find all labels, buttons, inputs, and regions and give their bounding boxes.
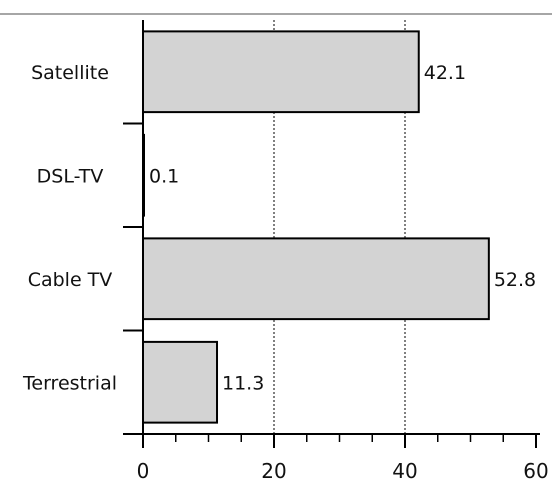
category-label: DSL-TV xyxy=(37,165,104,187)
x-tick-label: 0 xyxy=(137,459,150,483)
bars xyxy=(142,30,490,424)
x-tick-label: 20 xyxy=(261,459,286,483)
x-tick-label: 40 xyxy=(392,459,417,483)
data-label: 52.8 xyxy=(494,269,536,291)
data-label: 0.1 xyxy=(149,165,179,187)
x-tick-label: 60 xyxy=(523,459,548,483)
bar xyxy=(142,340,219,424)
data-label: 11.3 xyxy=(222,372,264,394)
bar xyxy=(142,30,420,114)
category-label: Cable TV xyxy=(28,269,113,291)
axes xyxy=(123,20,540,448)
data-label: 42.1 xyxy=(424,62,466,84)
category-label: Terrestrial xyxy=(22,372,117,394)
bar xyxy=(142,237,490,321)
category-label: Satellite xyxy=(31,62,109,84)
labels: 42.1 Satellite 0.1 DSL-TV 52.8 Cable TV 11.3 Te… xyxy=(22,62,549,483)
